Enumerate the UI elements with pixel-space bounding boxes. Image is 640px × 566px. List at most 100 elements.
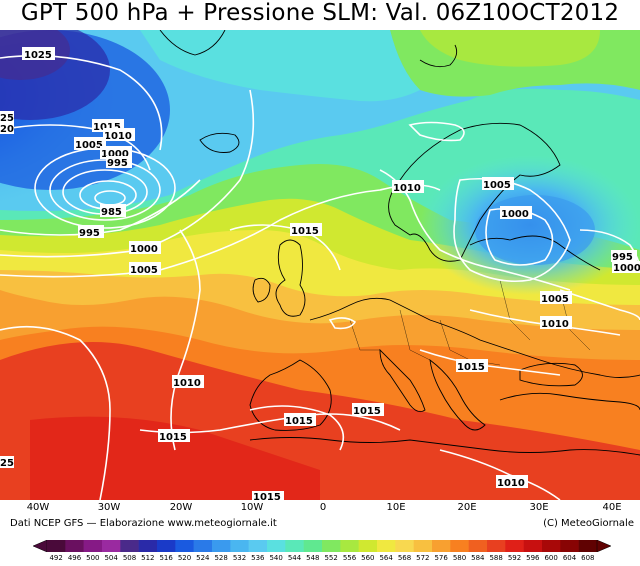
data-source-credit: Dati NCEP GFS — Elaborazione www.meteogi… bbox=[10, 518, 277, 529]
isobar-label-10: 995 bbox=[78, 225, 104, 239]
colorbar-cell bbox=[193, 540, 213, 552]
colorbar-cell bbox=[212, 540, 231, 552]
isobar-label-25: 1015 bbox=[456, 359, 488, 373]
colorbar-value-label: 544 bbox=[287, 554, 302, 562]
africa-coast bbox=[249, 437, 640, 456]
colorbar-value-label: 564 bbox=[379, 554, 393, 562]
lon-tick: 10E bbox=[386, 502, 406, 513]
colorbar-cell bbox=[560, 540, 579, 552]
isobar-arctic bbox=[408, 121, 465, 142]
colorbar-cell bbox=[340, 540, 359, 552]
svg-text:1000: 1000 bbox=[101, 149, 129, 160]
colorbar-value-label: 572 bbox=[416, 554, 430, 562]
isobar-label-6: 1005 bbox=[74, 137, 106, 151]
colorbar-cell bbox=[303, 540, 323, 552]
colorbar-value-label: 516 bbox=[159, 554, 173, 562]
coastlines bbox=[159, 30, 640, 456]
colorbar-cell bbox=[450, 540, 469, 552]
isobar-label-16: 1000 bbox=[500, 206, 532, 220]
blacksea-coast bbox=[519, 362, 583, 387]
svalbard-coast bbox=[419, 44, 458, 68]
colorbar bbox=[33, 540, 611, 552]
colorbar-value-label: 568 bbox=[397, 554, 412, 562]
svg-text:1010: 1010 bbox=[393, 183, 421, 194]
svg-text:1015: 1015 bbox=[93, 122, 121, 133]
colorbar-value-label: 600 bbox=[544, 554, 558, 562]
isobar-label-27: 1010 bbox=[496, 475, 528, 489]
britain-coast bbox=[275, 239, 306, 317]
colorbar-value-label: 604 bbox=[562, 554, 577, 562]
isobar-label-18: 1000 bbox=[612, 261, 640, 274]
colorbar-cell bbox=[432, 540, 451, 552]
colorbar-value-label: 540 bbox=[269, 554, 283, 562]
colorbar-value-label: 584 bbox=[471, 554, 485, 562]
turkey-coast bbox=[499, 392, 640, 411]
credits-bar: Dati NCEP GFS — Elaborazione www.meteogi… bbox=[0, 518, 640, 532]
colorbar-value-label: 524 bbox=[196, 554, 210, 562]
colorbar-cell bbox=[285, 540, 304, 552]
isobar-1000b bbox=[0, 89, 255, 258]
isobar-label-23: 1015 bbox=[284, 413, 316, 427]
colorbar-value-label: 528 bbox=[214, 554, 228, 562]
isobar-1005d bbox=[559, 289, 640, 321]
colorbar-value-label: 576 bbox=[434, 554, 448, 562]
colorbar-cell bbox=[468, 540, 488, 552]
colorbar-arrow-left bbox=[33, 540, 48, 552]
scandinavia-coast bbox=[388, 122, 561, 262]
isobar-labels: 1025 25 20 1015 1010 1005 1000 995 985 9… bbox=[0, 47, 640, 500]
colorbar-cell bbox=[102, 540, 121, 552]
svg-text:1010: 1010 bbox=[497, 478, 525, 489]
isobar-1005c bbox=[453, 177, 571, 283]
svg-text:995: 995 bbox=[612, 252, 633, 263]
svg-text:20: 20 bbox=[0, 124, 14, 135]
colorbar-value-label: 504 bbox=[104, 554, 118, 562]
svg-text:1005: 1005 bbox=[75, 140, 103, 151]
colorbar-value-label: 560 bbox=[361, 554, 375, 562]
isobar-label-26: 1015 bbox=[252, 491, 284, 500]
isobar-label-5: 1010 bbox=[103, 128, 135, 142]
colorbar-value-label: 492 bbox=[49, 554, 63, 562]
colorbar-cell bbox=[175, 540, 194, 552]
border-1 bbox=[349, 319, 380, 351]
isobar-label-3: 20 bbox=[0, 122, 14, 135]
colorbar-value-label: 496 bbox=[67, 554, 82, 562]
svg-text:1005: 1005 bbox=[483, 180, 511, 191]
italy-coast bbox=[379, 348, 426, 413]
colorbar-cell bbox=[157, 540, 176, 552]
colorbar-cell bbox=[267, 540, 286, 552]
colorbar-value-label: 552 bbox=[324, 554, 338, 562]
lon-tick: 40E bbox=[602, 502, 622, 513]
colorbar-cell bbox=[230, 540, 249, 552]
colorbar-value-label: 592 bbox=[507, 554, 522, 562]
isobar-1010e bbox=[439, 449, 561, 500]
lon-tick: 20E bbox=[457, 502, 477, 513]
isobar-label-17: 995 bbox=[611, 250, 637, 263]
colorbar-cell bbox=[487, 540, 506, 552]
svg-text:1025: 1025 bbox=[24, 50, 52, 61]
svg-text:1005: 1005 bbox=[541, 294, 569, 305]
colorbar-cells bbox=[33, 540, 611, 552]
colorbar-value-label: 500 bbox=[86, 554, 100, 562]
copyright-credit: (C) MeteoGiornale bbox=[543, 518, 634, 529]
svg-text:1010: 1010 bbox=[104, 131, 132, 142]
svg-text:995: 995 bbox=[79, 228, 100, 239]
isobar-label-22: 1015 bbox=[158, 429, 190, 443]
colorbar-labels: 492 496 500 504 508 512 516 520 524 528 532 536 540 5… bbox=[0, 554, 640, 566]
isobar-label-8: 995 bbox=[106, 156, 132, 169]
colorbar-value-label: 520 bbox=[177, 554, 192, 562]
svg-text:1000: 1000 bbox=[613, 263, 640, 274]
colorbar-value-label: 608 bbox=[581, 554, 595, 562]
svg-text:1015: 1015 bbox=[457, 362, 485, 373]
isobar-995b bbox=[0, 179, 201, 236]
lon-tick: 0 bbox=[319, 502, 327, 513]
svg-text:1015: 1015 bbox=[159, 432, 187, 443]
colorbar-cell bbox=[358, 540, 378, 552]
colorbar-cell bbox=[377, 540, 396, 552]
isobar-label-11: 1000 bbox=[129, 241, 161, 255]
balkans-coast bbox=[429, 358, 486, 431]
isobar-1005b bbox=[0, 184, 441, 278]
border-4 bbox=[499, 279, 531, 341]
isobar-1015d bbox=[249, 405, 345, 451]
colorbar-value-label: 580 bbox=[452, 554, 467, 562]
svg-text:25: 25 bbox=[0, 113, 14, 124]
